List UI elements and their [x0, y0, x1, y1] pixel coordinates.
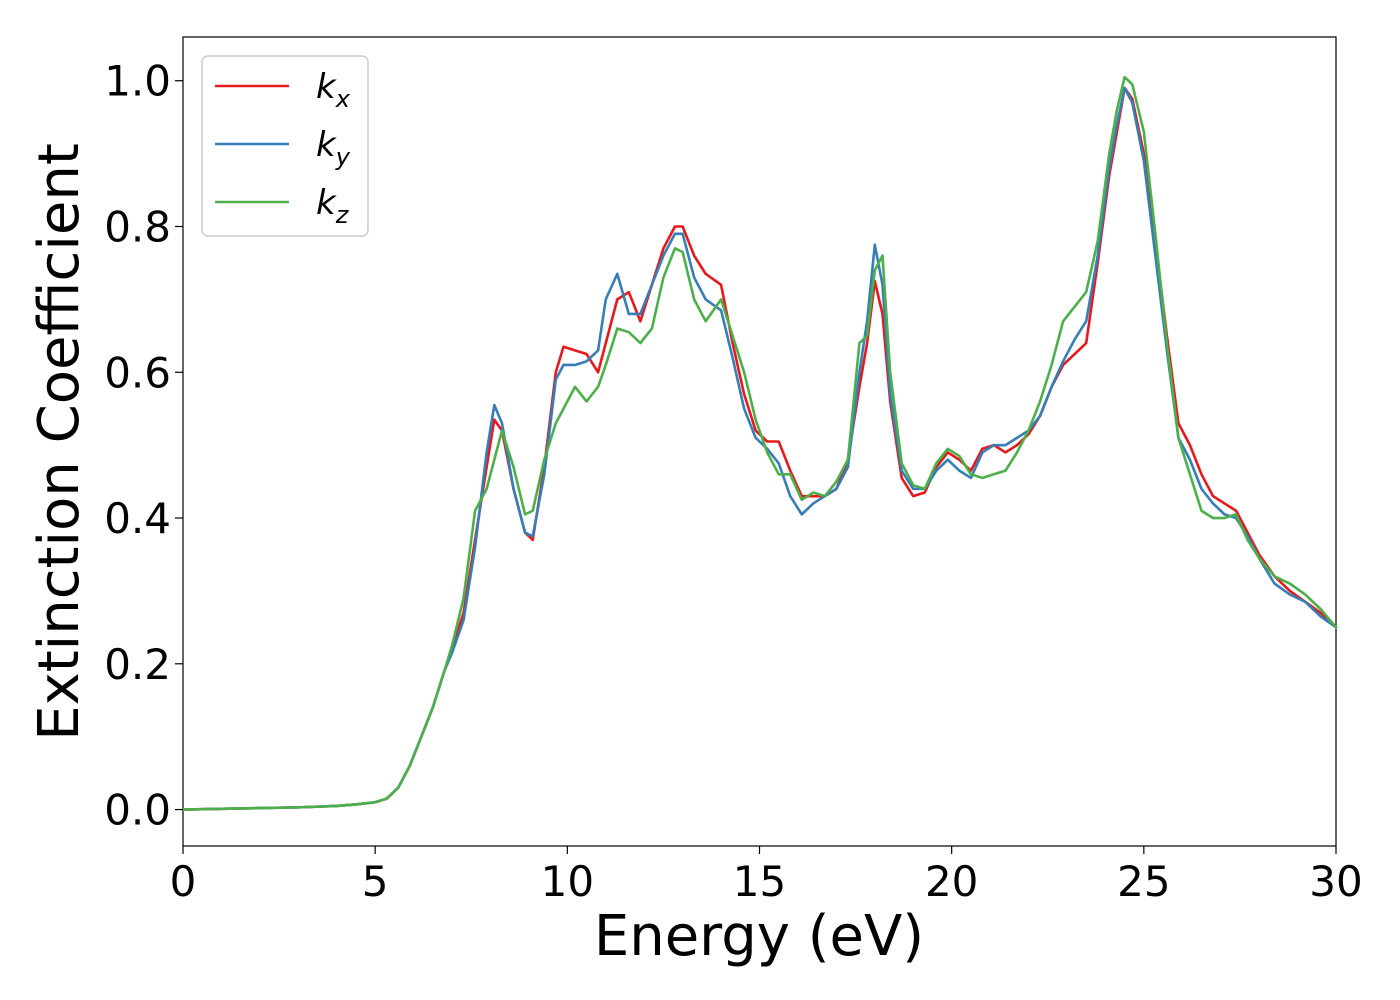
legend: kx ky kz	[201, 55, 369, 237]
x-axis-label: Energy (eV)	[594, 904, 924, 969]
x-tick-label: 10	[541, 857, 594, 906]
legend-label-k-x: kx	[316, 67, 351, 113]
x-tick-label: 0	[170, 857, 197, 906]
x-tick-label: 5	[362, 857, 389, 906]
y-axis-label: Extinction Coefficient	[27, 143, 92, 741]
x-tick-label: 20	[925, 857, 978, 906]
y-axis-ticks: 0.0 0.2 0.4 0.6 0.8 1.0	[104, 57, 183, 835]
y-tick-label: 0.2	[104, 640, 171, 689]
y-tick-label: 0.4	[104, 494, 171, 543]
series-layer	[181, 75, 1338, 811]
x-tick-label: 15	[733, 857, 786, 906]
series-line-k-y	[181, 86, 1338, 811]
series-line-k-z	[181, 75, 1338, 811]
legend-box	[201, 55, 369, 237]
legend-label-k-z: kz	[316, 183, 350, 229]
y-tick-label: 0.0	[104, 786, 171, 835]
y-tick-label: 0.6	[104, 348, 171, 397]
y-tick-label: 0.8	[104, 202, 171, 251]
legend-label-k-y: ky	[316, 125, 351, 171]
x-axis-ticks: 0 5 10 15 20 25 30	[170, 846, 1363, 906]
y-tick-label: 1.0	[104, 57, 171, 106]
x-tick-label: 30	[1309, 857, 1362, 906]
x-tick-label: 25	[1117, 857, 1170, 906]
